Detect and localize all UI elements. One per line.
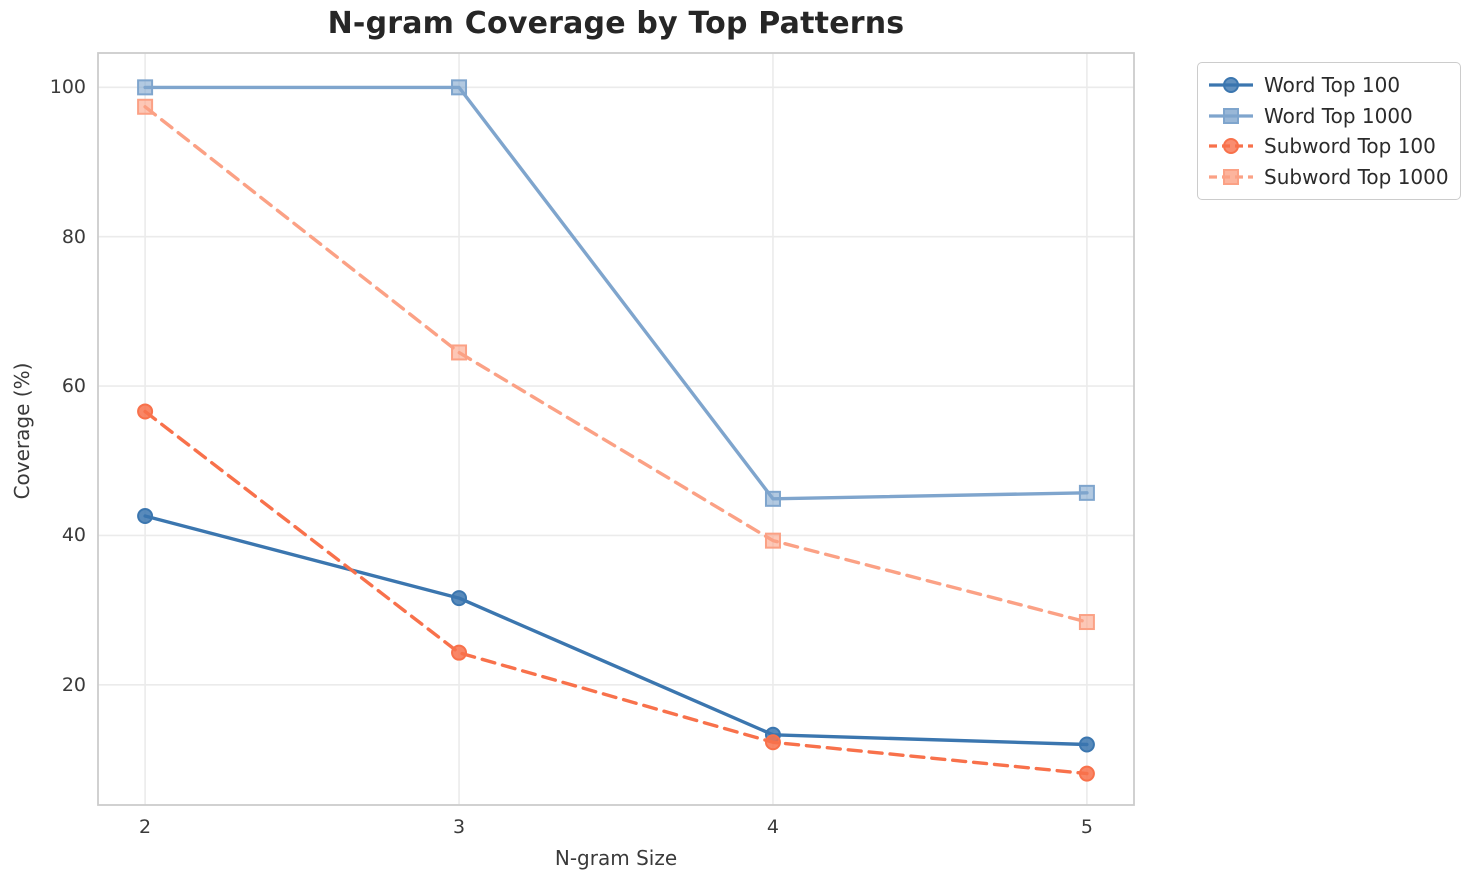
legend-item-word-top-1000: Word Top 1000 <box>1208 101 1448 132</box>
y-tick-label-60: 60 <box>61 375 86 398</box>
legend: Word Top 100 Word Top 1000 Subword Top 100… <box>1197 62 1461 200</box>
legend-item-subword-top-100: Subword Top 100 <box>1208 131 1448 162</box>
marker-word-top-100-x3 <box>451 590 468 607</box>
x-axis-label: N-gram Size <box>554 846 678 870</box>
x-tick-label-4: 4 <box>766 816 780 838</box>
marker-word-top-1000-x5 <box>1078 484 1095 501</box>
x-tick-label-3: 3 <box>452 816 466 838</box>
series-line-subword-top-1000 <box>143 105 1089 624</box>
legend-label-subword-top-1000: Subword Top 1000 <box>1264 164 1449 189</box>
legend-swatch-word-top-1000-square-icon <box>1209 107 1253 124</box>
legend-label-subword-top-100: Subword Top 100 <box>1264 134 1436 159</box>
chart-title: N-gram Coverage by Top Patterns <box>327 6 905 41</box>
legend-item-word-top-100: Word Top 100 <box>1208 70 1448 101</box>
plot-border <box>97 52 1135 806</box>
marker-word-top-100-x2 <box>137 507 154 524</box>
marker-subword-top-100-x3 <box>451 644 468 661</box>
legend-item-subword-top-1000: Subword Top 1000 <box>1208 162 1449 193</box>
marker-subword-top-1000-x3 <box>451 344 468 361</box>
legend-swatch-subword-top-1000-square-icon <box>1209 168 1253 185</box>
marker-word-top-100-x5 <box>1078 736 1095 753</box>
legend-swatch-word-top-100-circle-icon <box>1209 77 1253 94</box>
legend-label-word-top-100: Word Top 100 <box>1264 73 1401 98</box>
y-tick-label-20: 20 <box>61 673 86 696</box>
marker-subword-top-100-x2 <box>137 403 154 420</box>
marker-subword-top-100-x4 <box>764 734 781 751</box>
marker-subword-top-1000-x4 <box>764 532 781 549</box>
marker-subword-top-1000-x5 <box>1078 614 1095 631</box>
series-line-word-top-100 <box>143 514 1089 747</box>
x-tick-label-5: 5 <box>1080 816 1093 838</box>
series-line-word-top-1000 <box>143 85 1089 501</box>
x-tick-label-2: 2 <box>139 816 152 838</box>
legend-label-word-top-1000: Word Top 1000 <box>1264 103 1413 128</box>
y-tick-label-100: 100 <box>49 76 86 99</box>
y-axis-label: Coverage (%) <box>10 362 34 500</box>
legend-swatch-subword-top-100-circle-icon <box>1209 138 1253 155</box>
marker-word-top-1000-x4 <box>764 490 781 507</box>
marker-word-top-1000-x3 <box>451 79 468 96</box>
marker-subword-top-1000-x2 <box>137 98 154 115</box>
y-tick-label-40: 40 <box>61 524 86 547</box>
series-line-subword-top-100 <box>143 409 1089 776</box>
marker-subword-top-100-x5 <box>1078 765 1095 782</box>
y-tick-label-80: 80 <box>61 225 86 248</box>
marker-word-top-1000-x2 <box>137 79 154 96</box>
